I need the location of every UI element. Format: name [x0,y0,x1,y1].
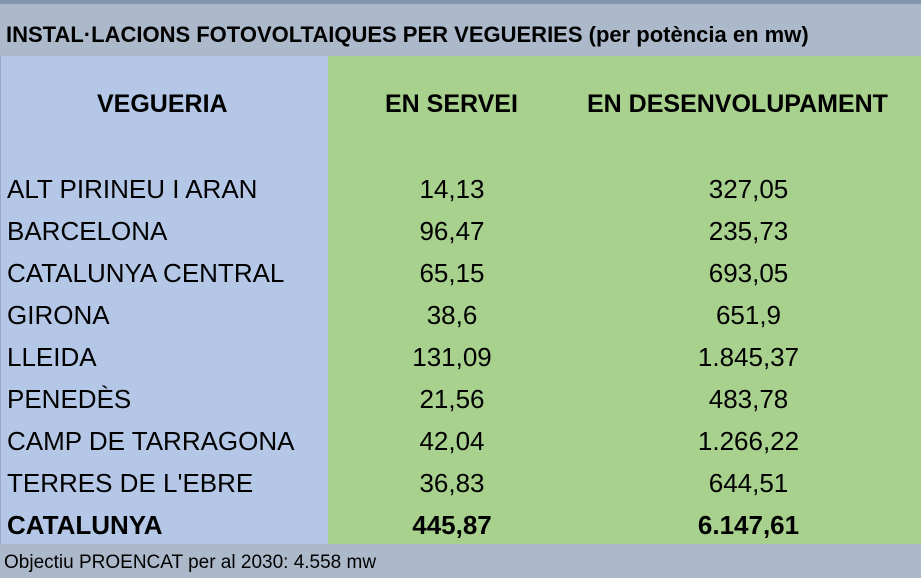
row-vegueria-name: ALT PIRINEU I ARAN [7,174,258,204]
footer-bar: Objectiu PROENCAT per al 2030: 4.558 mw [0,544,921,578]
row-vegueria-name: TERRES DE L'EBRE [7,468,254,498]
vegueria-column-background [0,56,328,544]
title-bar: INSTAL·LACIONS FOTOVOLTAIQUES PER VEGUER… [0,0,921,56]
values-column-background [328,56,921,544]
row-en-desenvolupament-value: 1.845,37 [697,342,800,372]
table-row[interactable]: ALT PIRINEU I ARAN 14,13 327,05 [0,169,921,211]
footer-note: Objectiu PROENCAT per al 2030: 4.558 mw [4,552,377,573]
row-en-desenvolupament-value: 1.266,22 [697,426,800,456]
row-vegueria-name: CAMP DE TARRAGONA [7,426,295,456]
table-row[interactable]: GIRONA 38,6 651,9 [0,295,921,337]
row-vegueria-name: PENEDÈS [7,384,132,414]
row-en-desenvolupament-value: 693,05 [708,258,789,288]
row-en-servei-value: 21,56 [419,384,485,414]
row-vegueria-name: LLEIDA [7,342,97,372]
row-en-servei-value: 96,47 [419,216,485,246]
header-en-desenvolupament: EN DESENVOLUPAMENT [587,90,888,118]
table-row[interactable]: PENEDÈS 21,56 483,78 [0,379,921,421]
table-row[interactable]: TERRES DE L'EBRE 36,83 644,51 [0,463,921,505]
row-en-servei-value: 38,6 [426,300,478,330]
row-en-desenvolupament-value: 327,05 [708,174,789,204]
row-vegueria-name: GIRONA [7,300,110,330]
row-en-servei-value: 36,83 [419,468,485,498]
row-en-desenvolupament-value: 483,78 [708,384,789,414]
row-en-desenvolupament-value: 235,73 [708,216,789,246]
table-row[interactable]: CATALUNYA CENTRAL 65,15 693,05 [0,253,921,295]
table-title: INSTAL·LACIONS FOTOVOLTAIQUES PER VEGUER… [6,22,809,47]
total-en-servei-value: 445,87 [412,510,492,540]
table-row[interactable]: LLEIDA 131,09 1.845,37 [0,337,921,379]
total-en-desenvolupament-value: 6.147,61 [697,510,800,540]
table-row[interactable]: BARCELONA 96,47 235,73 [0,211,921,253]
header-vegueria: VEGUERIA [97,90,228,118]
row-en-desenvolupament-value: 644,51 [708,468,789,498]
row-en-servei-value: 14,13 [419,174,485,204]
row-en-servei-value: 42,04 [419,426,485,456]
row-vegueria-name: BARCELONA [7,216,168,246]
table-row[interactable]: CAMP DE TARRAGONA 42,04 1.266,22 [0,421,921,463]
row-en-desenvolupament-value: 651,9 [715,300,782,330]
total-row[interactable]: CATALUNYA 445,87 6.147,61 [0,505,921,547]
row-en-servei-value: 131,09 [412,342,492,372]
row-en-servei-value: 65,15 [419,258,485,288]
header-en-servei: EN SERVEI [385,90,518,118]
row-vegueria-name: CATALUNYA CENTRAL [7,258,285,288]
total-name: CATALUNYA [7,510,163,540]
